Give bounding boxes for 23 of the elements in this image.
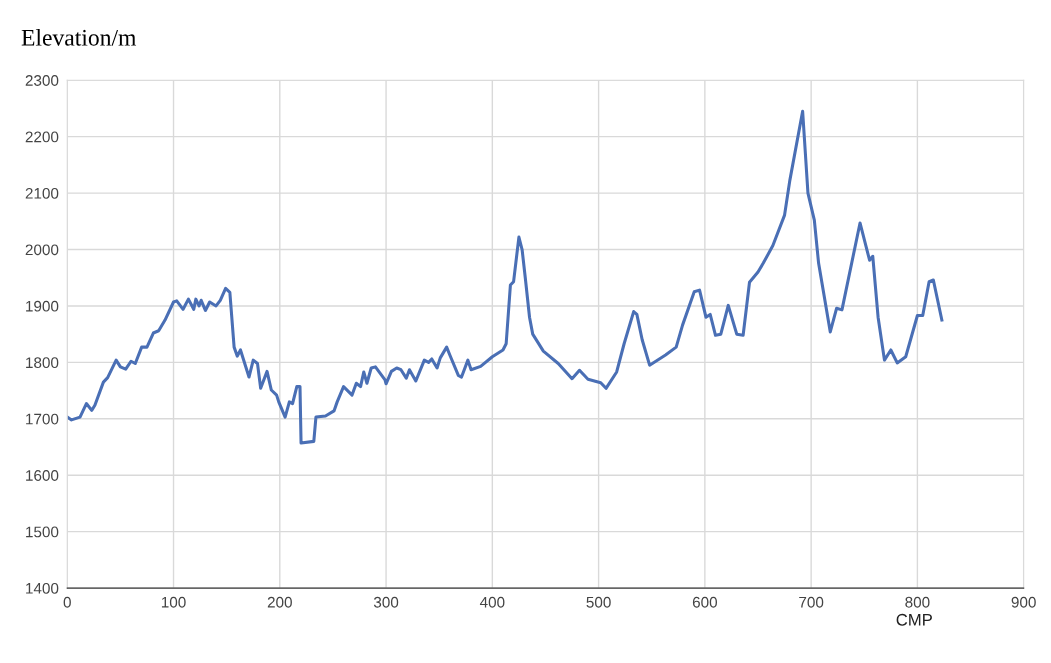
x-tick-label: 200 bbox=[267, 596, 292, 608]
y-tick-label: 2300 bbox=[25, 75, 59, 86]
x-tick-label: 700 bbox=[799, 596, 824, 608]
x-tick-label: 100 bbox=[161, 596, 186, 608]
line-series bbox=[67, 109, 944, 445]
chart-title: Elevation/m bbox=[21, 29, 137, 46]
y-tick-label: 2000 bbox=[25, 244, 59, 256]
x-tick-label: 600 bbox=[692, 596, 718, 608]
x-tick-label: 900 bbox=[1011, 596, 1036, 608]
y-tick-label: 1500 bbox=[26, 526, 59, 538]
x-tick-label: 800 bbox=[905, 596, 930, 608]
y-tick-label: 1600 bbox=[26, 470, 59, 481]
y-tick-label: 1900 bbox=[26, 300, 59, 312]
x-axis-title: CMP bbox=[896, 613, 932, 626]
y-tick-label: 1800 bbox=[26, 357, 59, 369]
y-tick-label: 1700 bbox=[26, 413, 59, 425]
y-tick-label: 1400 bbox=[26, 582, 59, 594]
y-tick-label: 2200 bbox=[25, 131, 59, 143]
x-tick-label: 300 bbox=[373, 596, 399, 608]
y-tick-label: 2100 bbox=[25, 187, 59, 199]
x-tick-label: 500 bbox=[586, 596, 611, 608]
x-tick-label: 400 bbox=[479, 596, 505, 608]
x-tick-label: 0 bbox=[63, 596, 71, 608]
